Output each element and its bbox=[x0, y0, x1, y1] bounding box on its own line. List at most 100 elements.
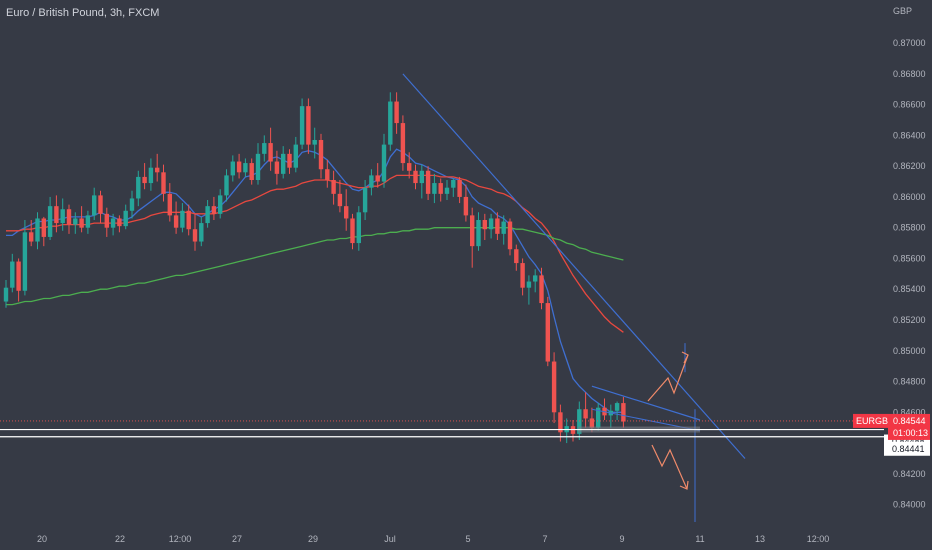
candle-body bbox=[268, 143, 273, 162]
candle-body bbox=[375, 175, 380, 182]
candle-body bbox=[274, 161, 280, 174]
candle-body bbox=[236, 161, 242, 173]
candles bbox=[3, 92, 626, 444]
candle-body bbox=[533, 275, 538, 282]
up-arrow-head bbox=[681, 351, 689, 364]
candle-body bbox=[394, 101, 399, 124]
candle-body bbox=[186, 210, 191, 230]
down-arrow-head bbox=[679, 480, 689, 490]
candle-body bbox=[16, 261, 21, 291]
candle-body bbox=[3, 287, 9, 302]
candle-body bbox=[54, 206, 59, 224]
candle-body bbox=[318, 140, 324, 170]
up-arrow-path bbox=[647, 354, 689, 402]
trendline-top bbox=[402, 73, 746, 459]
candle-body bbox=[136, 176, 141, 199]
moving-average-line bbox=[6, 227, 624, 306]
candle-body bbox=[211, 206, 217, 214]
candle-body bbox=[167, 193, 172, 216]
y-tick-label: 0.86200 bbox=[893, 161, 926, 171]
y-tick-label: 0.86400 bbox=[893, 130, 926, 140]
x-axis: 20 22 12:00 27 29 Jul 5 7 9 11 13 12:00 bbox=[37, 534, 829, 544]
candle-body bbox=[507, 221, 513, 250]
candle-body bbox=[337, 193, 343, 207]
candle-body bbox=[281, 153, 286, 174]
candle-body bbox=[218, 195, 223, 214]
candle-body bbox=[589, 418, 595, 428]
candle-body bbox=[539, 275, 544, 304]
candle-body bbox=[79, 218, 84, 228]
candle-body bbox=[192, 229, 198, 242]
candle-body bbox=[438, 183, 443, 194]
candle-body bbox=[10, 261, 15, 288]
symbol-tag-bg bbox=[853, 413, 888, 428]
candle-body bbox=[35, 218, 40, 242]
candle-body bbox=[362, 187, 368, 213]
candle-body bbox=[180, 210, 185, 228]
y-tick-label: 0.85600 bbox=[893, 253, 926, 263]
candle-body bbox=[482, 220, 487, 230]
candle-body bbox=[243, 163, 248, 173]
y-tick-label: 0.86800 bbox=[893, 69, 926, 79]
y-tick-label: 0.85400 bbox=[893, 284, 926, 294]
candle-body bbox=[47, 206, 53, 237]
candle-body bbox=[60, 209, 65, 224]
candle-body bbox=[29, 232, 34, 242]
x-tick-label: 9 bbox=[619, 534, 624, 544]
candle-body bbox=[255, 153, 261, 180]
y-tick-label: 0.84800 bbox=[893, 377, 926, 387]
drawings bbox=[402, 73, 746, 522]
candle-body bbox=[129, 198, 135, 211]
candle-body bbox=[312, 140, 317, 145]
candle-body bbox=[299, 106, 305, 145]
candle-body bbox=[488, 218, 494, 230]
candle-body bbox=[161, 172, 166, 194]
candle-body bbox=[476, 220, 481, 247]
y-tick-label: 0.85000 bbox=[893, 346, 926, 356]
candle-body bbox=[85, 215, 91, 228]
chart-title: Euro / British Pound, 3h, FXCM bbox=[6, 7, 159, 19]
trendline-flag bbox=[591, 385, 701, 421]
candle-body bbox=[306, 106, 311, 145]
y-tick-label: 0.84000 bbox=[893, 500, 926, 510]
candle-body bbox=[344, 206, 349, 219]
countdown-label: 01:00:13 bbox=[893, 428, 928, 438]
candle-body bbox=[142, 176, 147, 184]
y-tick-label: 0.86000 bbox=[893, 192, 926, 202]
candle-body bbox=[224, 175, 229, 196]
candle-body bbox=[331, 180, 336, 194]
x-tick-label: 11 bbox=[695, 534, 704, 544]
candle-body bbox=[287, 153, 292, 168]
x-tick-label: Jul bbox=[384, 534, 396, 544]
candle-body bbox=[155, 167, 160, 173]
x-tick-label: 12:00 bbox=[807, 534, 830, 544]
candle-body bbox=[249, 163, 254, 180]
candle-body bbox=[356, 212, 361, 244]
level-tag-label: 0.84488 bbox=[892, 437, 925, 447]
candle-body bbox=[110, 218, 116, 228]
price-tag-label: 0.84544 bbox=[893, 416, 926, 426]
y-tick-label: 0.85800 bbox=[893, 223, 926, 233]
x-tick-label: 22 bbox=[115, 534, 125, 544]
currency-label: GBP bbox=[893, 6, 912, 16]
y-tick-label: 0.84600 bbox=[893, 407, 926, 417]
candle-body bbox=[470, 215, 475, 247]
symbol-tag-label: EURGBP bbox=[856, 416, 894, 426]
candle-body bbox=[621, 403, 626, 422]
candle-body bbox=[369, 175, 374, 188]
candle-body bbox=[451, 180, 456, 188]
y-tick-label: 0.84200 bbox=[893, 469, 926, 479]
x-tick-label: 29 bbox=[308, 534, 318, 544]
candle-body bbox=[123, 210, 128, 227]
candle-body bbox=[148, 167, 154, 184]
y-tick-label: 0.85200 bbox=[893, 315, 926, 325]
candle-body bbox=[501, 221, 506, 234]
candle-body bbox=[381, 144, 387, 182]
price-tag-bg bbox=[888, 413, 930, 440]
candle-body bbox=[22, 232, 28, 291]
candle-body bbox=[551, 361, 557, 413]
candle-body bbox=[388, 101, 393, 145]
candle-body bbox=[230, 161, 235, 176]
candle-body bbox=[117, 218, 122, 227]
